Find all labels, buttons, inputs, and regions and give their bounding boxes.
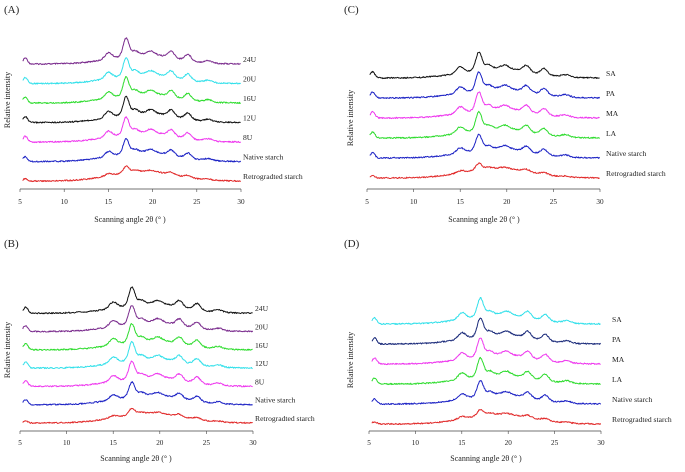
series-label: MA xyxy=(612,355,625,364)
panel-a-plot: 5 10 15 20 25 30 24U 20U 16U 12U 8U Native starch Re… xyxy=(18,37,303,206)
panel-b-ylabel: Relative intensity xyxy=(3,322,12,378)
x-tick-label: 5 xyxy=(367,439,371,447)
series-label: Retrogradted starch xyxy=(243,172,303,181)
panel-b-plot: 5 10 15 20 25 30 24U 20U 16U 12U 8U Native starch Re… xyxy=(18,286,315,447)
series-line xyxy=(22,286,253,315)
series-label: 24U xyxy=(255,304,269,313)
x-tick-label: 25 xyxy=(551,439,559,447)
x-tick-label: 5 xyxy=(18,439,22,447)
x-tick-label: 30 xyxy=(249,439,257,447)
series-label: 20U xyxy=(243,75,257,84)
series-label: Native starch xyxy=(255,396,295,405)
panel-a-xlabel: Scanning angle 2θ (° ) xyxy=(94,215,166,224)
x-tick-label: 10 xyxy=(63,439,71,447)
panel-c: (C) Relative intensity Scanning angle 2θ… xyxy=(344,4,666,224)
series-line xyxy=(369,51,600,80)
series-line xyxy=(22,340,253,370)
panel-d-ylabel: Relative intensity xyxy=(346,332,355,388)
series-line xyxy=(369,91,600,120)
panel-a-ylabel: Relative intensity xyxy=(3,72,12,128)
series-line xyxy=(22,116,242,144)
panel-a: (A) Relative intensity Scanning angle 2θ… xyxy=(3,4,303,224)
x-tick-label: 10 xyxy=(412,439,420,447)
series-label: 12U xyxy=(243,114,257,123)
series-line xyxy=(371,296,601,326)
series-label: LA xyxy=(612,375,623,384)
panel-a-label: (A) xyxy=(4,4,20,16)
x-tick-label: 25 xyxy=(550,198,558,206)
x-tick-label: 25 xyxy=(193,198,201,206)
x-tick-label: 30 xyxy=(237,198,245,206)
series-line xyxy=(371,409,602,426)
x-tick-label: 10 xyxy=(410,198,418,206)
x-tick-label: 20 xyxy=(505,439,513,447)
series-label: Native starch xyxy=(612,395,652,404)
series-label: Retrogradted starch xyxy=(255,414,315,423)
panel-c-plot: 5 10 15 20 25 30 SA PA MA LA Native starch Retrogra… xyxy=(365,51,666,206)
x-tick-label: 20 xyxy=(149,198,157,206)
series-line xyxy=(371,380,602,406)
series-label: 16U xyxy=(243,94,257,103)
series-line xyxy=(22,360,253,388)
series-line xyxy=(22,323,253,351)
series-line xyxy=(22,76,241,105)
series-line xyxy=(369,162,600,180)
x-tick-label: 20 xyxy=(156,439,164,447)
panel-d-xlabel: Scanning angle 2θ (° ) xyxy=(450,454,522,463)
series-label: Native starch xyxy=(243,153,283,162)
x-tick-label: 25 xyxy=(203,439,211,447)
series-label: SA xyxy=(606,69,616,78)
x-tick-label: 30 xyxy=(596,198,604,206)
series-label: Retrogradted starch xyxy=(606,169,666,178)
series-label: 12U xyxy=(255,359,269,368)
series-label: 16U xyxy=(255,341,269,350)
series-line xyxy=(369,133,601,160)
series-line xyxy=(22,37,241,66)
series-label: 8U xyxy=(243,133,253,142)
series-line xyxy=(22,407,253,424)
series-line xyxy=(371,337,601,366)
x-tick-label: 20 xyxy=(503,198,511,206)
series-label: 20U xyxy=(255,323,269,332)
x-tick-label: 15 xyxy=(458,439,466,447)
series-label: Retrogradted starch xyxy=(612,415,672,424)
panel-b-xlabel: Scanning angle 2θ (° ) xyxy=(100,454,172,463)
panel-c-ylabel: Relative intensity xyxy=(346,90,355,146)
series-label: PA xyxy=(606,89,616,98)
series-line xyxy=(369,71,601,99)
panel-c-xlabel: Scanning angle 2θ (° ) xyxy=(448,215,520,224)
series-label: MA xyxy=(606,109,619,118)
series-label: 8U xyxy=(255,377,265,386)
series-line xyxy=(22,305,254,333)
x-tick-label: 5 xyxy=(365,198,369,206)
x-tick-label: 15 xyxy=(110,439,118,447)
series-line xyxy=(22,165,242,183)
panel-d-label: (D) xyxy=(344,238,360,250)
series-label: Native starch xyxy=(606,149,646,158)
x-tick-label: 5 xyxy=(18,198,22,206)
series-label: SA xyxy=(612,315,622,324)
x-tick-label: 30 xyxy=(597,439,605,447)
series-line xyxy=(369,110,601,140)
panel-d: (D) Relative intensity Scanning angle 2θ… xyxy=(344,238,672,463)
x-tick-label: 15 xyxy=(105,198,113,206)
series-line xyxy=(371,317,602,346)
panel-d-plot: 5 10 15 20 25 30 SA PA MA LA Native starch Retrogra… xyxy=(367,296,672,447)
series-line xyxy=(22,95,241,124)
series-label: LA xyxy=(606,129,617,138)
series-line xyxy=(22,137,242,163)
panel-c-label: (C) xyxy=(344,4,359,16)
series-label: 24U xyxy=(243,55,257,64)
panel-b-label: (B) xyxy=(4,238,19,250)
series-line xyxy=(22,381,253,406)
series-line xyxy=(22,57,242,85)
series-line xyxy=(371,356,601,386)
series-label: PA xyxy=(612,335,622,344)
panel-b: (B) Relative intensity Scanning angle 2θ… xyxy=(3,238,315,463)
x-tick-label: 10 xyxy=(61,198,69,206)
x-tick-label: 15 xyxy=(457,198,465,206)
